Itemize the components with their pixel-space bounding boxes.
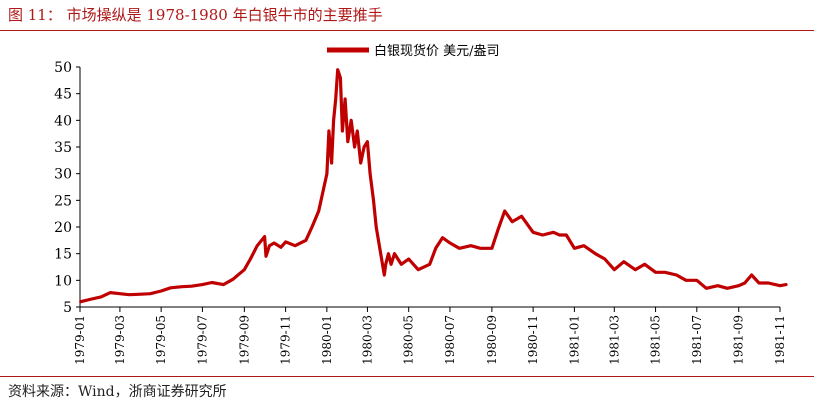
- y-tick-label: 25: [54, 193, 72, 209]
- x-tick-label: 1979-03: [113, 315, 127, 365]
- x-tick-label: 1980-01: [320, 315, 334, 365]
- x-tick-label: 1980-09: [485, 315, 499, 365]
- x-tick-label: 1981-03: [607, 315, 621, 365]
- top-divider: [0, 30, 814, 31]
- x-tick-label: 1981-01: [567, 315, 581, 365]
- x-tick-label: 1979-07: [195, 315, 209, 365]
- legend-label: 白银现货价 美元/盎司: [374, 43, 500, 59]
- y-axis: 5 10 15 20 25 30 35 40 45 50: [54, 60, 81, 316]
- y-tick-label: 35: [54, 140, 72, 156]
- y-tick-label: 40: [54, 113, 72, 129]
- x-tick-label: 1980-11: [526, 315, 540, 365]
- x-tick-label: 1981-07: [690, 315, 704, 365]
- y-tick-label: 10: [54, 273, 72, 289]
- x-tick-label: 1980-03: [360, 315, 374, 365]
- series-line: [79, 68, 788, 304]
- x-tick-label: 1981-05: [649, 315, 663, 365]
- y-tick-label: 45: [54, 87, 72, 103]
- x-tick-label: 1980-07: [443, 315, 457, 365]
- x-tick-label: 1979-09: [237, 315, 251, 365]
- x-tick-label: 1980-05: [402, 315, 416, 365]
- x-tick-label: 1979-11: [279, 315, 293, 365]
- y-tick-label: 50: [54, 60, 72, 76]
- x-tick-label: 1979-05: [154, 315, 168, 365]
- plot-area: [79, 68, 788, 304]
- y-tick-label: 20: [54, 220, 72, 236]
- bottom-divider: [0, 376, 814, 377]
- x-axis: 1979-01 1979-03 1979-05 1979-07 1979-09 1979-…: [73, 306, 787, 365]
- y-tick-label: 30: [54, 167, 72, 183]
- source-note: 资料来源：Wind，浙商证券研究所: [8, 384, 227, 400]
- x-tick-label: 1979-01: [73, 315, 87, 365]
- x-tick-label: 1981-09: [732, 315, 746, 365]
- y-tick-label: 5: [63, 300, 72, 316]
- legend: 白银现货价 美元/盎司: [327, 43, 500, 59]
- figure-title: 图 11： 市场操纵是 1978-1980 年白银牛市的主要推手: [8, 6, 383, 24]
- x-tick-label: 1981-11: [773, 315, 787, 365]
- y-tick-label: 15: [54, 247, 72, 263]
